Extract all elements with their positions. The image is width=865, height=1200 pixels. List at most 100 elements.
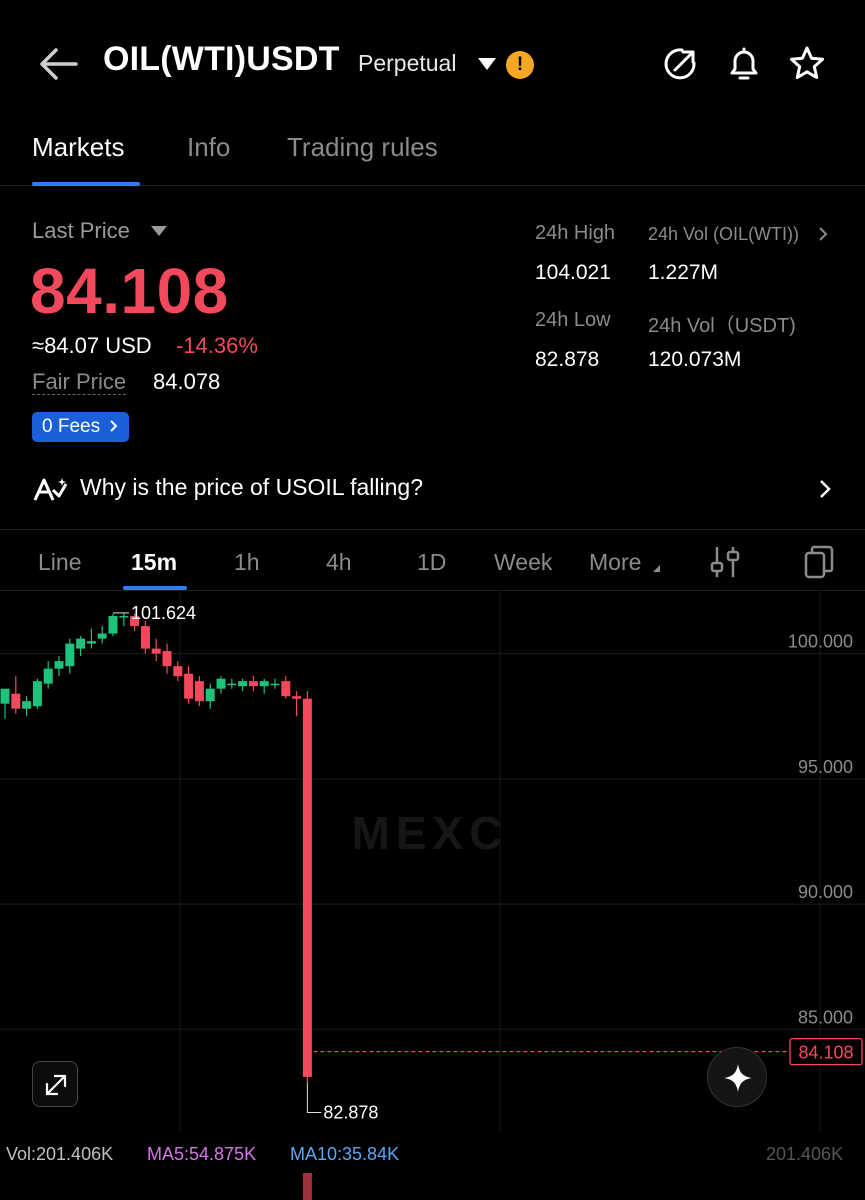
fair-price-value: 84.078	[153, 369, 221, 394]
tab-markets[interactable]: Markets	[32, 132, 125, 162]
candle-body	[205, 688, 215, 702]
candlestick-chart[interactable]: MEXC 100.000 95.000 90.000 85.000 101.624 82…	[0, 591, 865, 1200]
interval-bar: Line 15m 1h 4h 1D Week More	[0, 531, 865, 591]
volume-axis-label: 201.406K	[766, 1144, 844, 1164]
high-annotation: 101.624	[131, 603, 196, 623]
chart-grid	[0, 591, 865, 1131]
chevron-right-icon[interactable]	[818, 226, 828, 242]
chevron-down-icon[interactable]	[478, 58, 496, 70]
usd-approx-price: ≈84.07 USD	[32, 333, 152, 358]
candle	[194, 676, 204, 707]
volume-bars	[302, 1173, 312, 1200]
interval-line[interactable]: Line	[38, 549, 82, 575]
warning-icon[interactable]: !	[506, 51, 534, 79]
more-caret-icon[interactable]	[653, 565, 660, 572]
low-annotation: 82.878	[323, 1102, 378, 1122]
interval-4h[interactable]: 4h	[326, 549, 352, 575]
last-price-tag: 84.108	[798, 1043, 853, 1063]
candle	[173, 661, 183, 682]
active-tab-indicator	[32, 182, 140, 186]
tab-trading-rules[interactable]: Trading rules	[287, 132, 438, 162]
candle	[248, 676, 258, 692]
mexc-watermark: MEXC	[352, 807, 509, 859]
candle	[302, 691, 312, 1083]
candle-body	[238, 681, 248, 687]
share-icon[interactable]	[661, 44, 701, 84]
ai-assistant-button[interactable]	[707, 1047, 767, 1107]
last-price-label[interactable]: Last Price	[32, 218, 130, 243]
symbol-title[interactable]: OIL(WTI)USDT	[103, 40, 340, 78]
24h-low-value: 82.878	[535, 348, 600, 371]
candle	[65, 638, 75, 674]
candle-body	[281, 681, 291, 697]
fullscreen-button[interactable]	[32, 1061, 78, 1107]
chart-annotations: 101.624 82.878 84.108	[113, 603, 863, 1122]
sparkle-icon	[724, 1064, 752, 1092]
fees-badge-label: 0 Fees	[42, 416, 101, 437]
indicator-settings-icon[interactable]	[709, 545, 741, 579]
chevron-down-icon[interactable]	[151, 226, 167, 236]
last-price-value: 84.108	[30, 255, 229, 327]
bell-icon[interactable]	[724, 44, 764, 84]
candle-body	[216, 678, 226, 689]
candle-body	[86, 641, 96, 644]
24h-vol-base-label[interactable]: 24h Vol (OIL(WTI))	[648, 224, 800, 244]
low-marker-line	[306, 1082, 322, 1113]
candle	[184, 666, 194, 704]
candle	[22, 696, 32, 717]
candle	[140, 621, 150, 654]
interval-1d[interactable]: 1D	[417, 549, 447, 575]
candle-body	[292, 696, 302, 699]
news-insight-row[interactable]: Why is the price of USOIL falling?	[0, 462, 865, 530]
candle	[108, 613, 118, 637]
candle-body	[259, 681, 269, 687]
candle-body	[162, 651, 172, 667]
24h-vol-base-value: 1.227M	[648, 261, 719, 284]
candle-body	[76, 638, 86, 649]
candle-body	[302, 698, 312, 1077]
chevron-right-icon	[820, 480, 831, 498]
interval-more[interactable]: More	[589, 549, 642, 575]
candle	[130, 613, 140, 632]
ma5-label: MA5:54.875K	[147, 1144, 257, 1164]
24h-vol-quote-value: 120.073M	[648, 348, 742, 371]
back-arrow-icon[interactable]	[36, 44, 80, 84]
candle-body	[270, 683, 280, 686]
y-tick-label: 85.000	[798, 1007, 853, 1027]
contract-type[interactable]: Perpetual	[358, 50, 457, 76]
candle	[281, 676, 291, 699]
news-insight-text: Why is the price of USOIL falling?	[80, 474, 424, 500]
zero-fees-badge[interactable]: 0 Fees	[32, 412, 130, 442]
candle	[32, 678, 42, 709]
candle-body	[194, 681, 204, 702]
candle-body	[151, 648, 161, 654]
candle-body	[108, 616, 118, 634]
candle-body	[65, 643, 75, 667]
candle-body	[248, 681, 258, 687]
candle	[227, 678, 237, 689]
candle-body	[173, 666, 183, 677]
candle	[259, 678, 269, 694]
interval-1h[interactable]: 1h	[234, 549, 260, 575]
star-icon[interactable]	[787, 44, 827, 84]
interval-15m[interactable]: 15m	[131, 549, 178, 575]
candle-body	[184, 673, 194, 699]
fair-price-label[interactable]: Fair Price	[32, 369, 127, 395]
24h-high-value: 104.021	[535, 261, 611, 284]
candles	[0, 613, 312, 1083]
chart-layout-icon[interactable]	[803, 545, 835, 579]
tab-info[interactable]: Info	[187, 132, 231, 162]
active-interval-indicator	[123, 586, 187, 590]
candle-body	[130, 616, 140, 627]
y-tick-label: 95.000	[798, 757, 853, 777]
header: OIL(WTI)USDT Perpetual !	[0, 0, 865, 120]
candle	[0, 688, 10, 719]
candle	[292, 691, 302, 717]
candle	[11, 676, 21, 714]
candle-body	[227, 683, 237, 686]
interval-week[interactable]: Week	[494, 549, 553, 575]
chevron-right-icon	[110, 420, 118, 432]
candle-body	[0, 688, 10, 704]
candle	[205, 683, 215, 709]
candle-body	[32, 681, 42, 707]
